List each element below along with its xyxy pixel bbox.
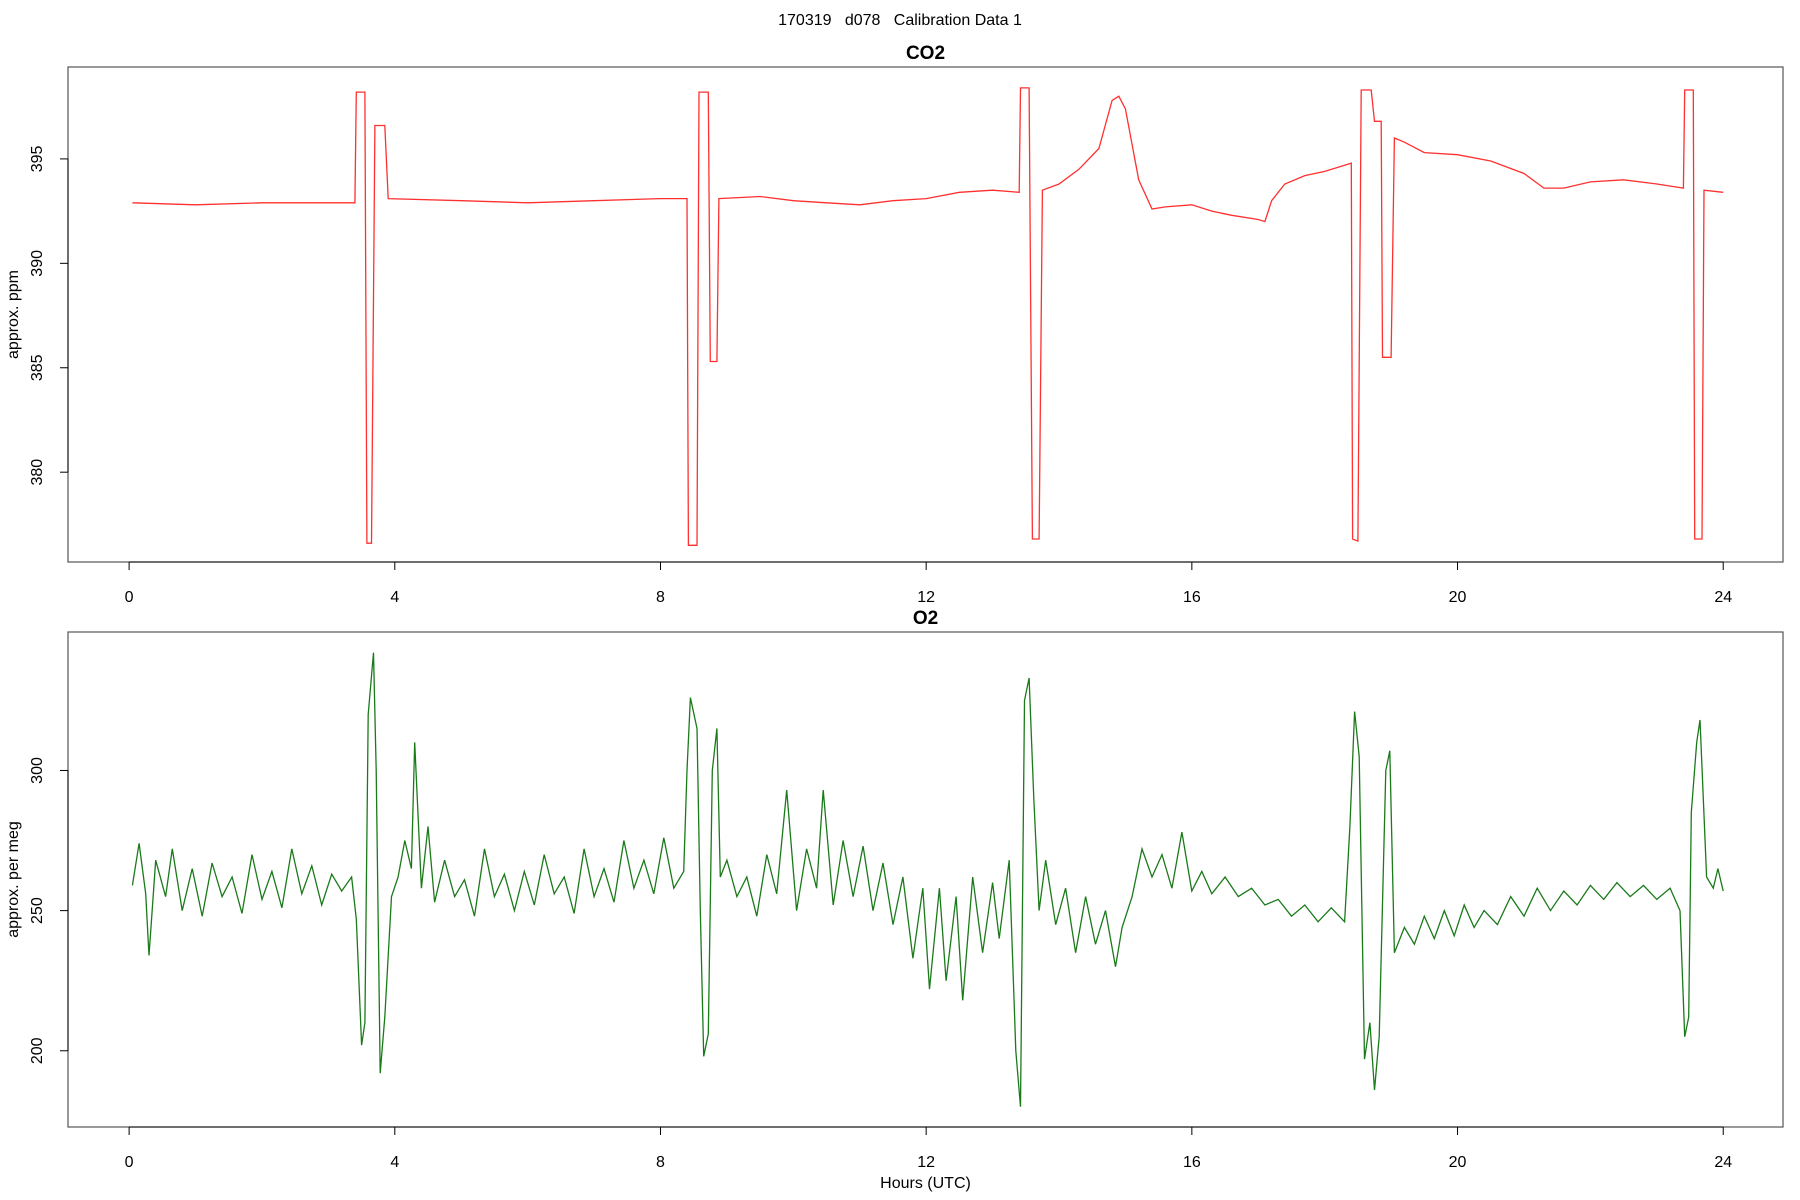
x-tick-label: 0	[125, 1154, 134, 1171]
x-tick-label: 4	[390, 1154, 399, 1171]
panel-title: O2	[913, 608, 938, 629]
panel-title: CO2	[906, 43, 945, 64]
y-axis-label: approx. ppm	[5, 270, 22, 359]
x-tick-label: 16	[1183, 1154, 1201, 1171]
x-tick-label: 16	[1183, 589, 1201, 606]
figure-title: 170319 d078 Calibration Data 1	[778, 12, 1022, 29]
x-tick-label: 20	[1449, 1154, 1467, 1171]
x-tick-label: 12	[917, 589, 935, 606]
x-tick-label: 4	[390, 589, 399, 606]
data-line	[131, 652, 1724, 1107]
y-tick-label: 395	[29, 145, 46, 172]
y-tick-label: 385	[29, 354, 46, 381]
plot-frame	[67, 66, 1784, 563]
y-axis-label: approx. per meg	[5, 821, 22, 938]
data-line	[132, 87, 1724, 546]
x-tick-label: 20	[1449, 589, 1467, 606]
y-tick-label: 300	[29, 757, 46, 784]
x-axis-label: Hours (UTC)	[880, 1175, 971, 1192]
x-tick-label: 8	[656, 589, 665, 606]
y-tick-label: 250	[29, 897, 46, 924]
x-tick-label: 0	[125, 589, 134, 606]
x-tick-label: 24	[1714, 1154, 1732, 1171]
y-tick-label: 380	[29, 459, 46, 486]
x-tick-label: 8	[656, 1154, 665, 1171]
x-tick-label: 12	[917, 1154, 935, 1171]
y-tick-label: 200	[29, 1037, 46, 1064]
x-tick-label: 24	[1714, 589, 1732, 606]
y-tick-label: 390	[29, 250, 46, 277]
plot-frame	[67, 631, 1784, 1128]
